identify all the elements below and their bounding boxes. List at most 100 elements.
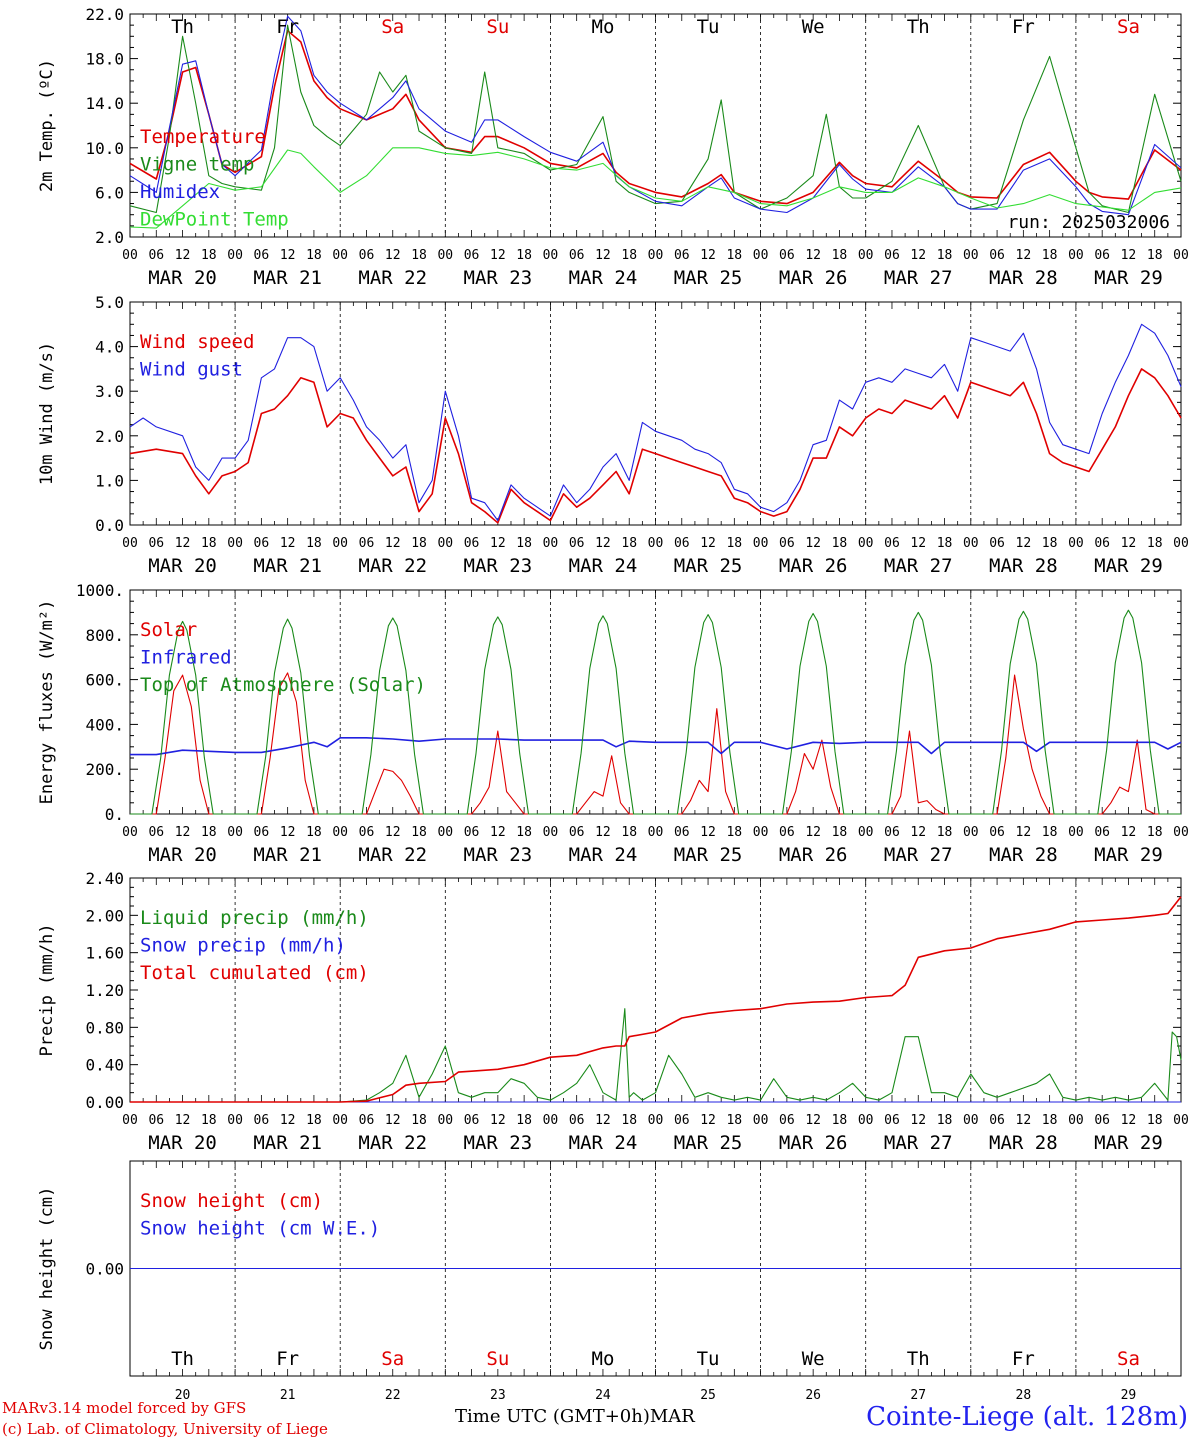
legend-entry: Total cumulated (cm) (140, 962, 369, 984)
hour-label: 00 (1173, 536, 1189, 551)
hour-label: 00 (543, 1113, 559, 1128)
hour-label: 06 (779, 248, 795, 263)
hour-label: 18 (1147, 1113, 1163, 1128)
y-tick-label: 6.0 (95, 183, 124, 202)
hour-label: 12 (1121, 1113, 1137, 1128)
date-label: MAR 21 (253, 555, 322, 577)
series-humidex (129, 15, 1182, 216)
legend-entry: Vigne temp (140, 154, 254, 176)
hour-label: 00 (227, 536, 243, 551)
hour-label: 12 (280, 825, 296, 840)
y-tick-label: 1.20 (85, 981, 124, 1000)
hour-label: 18 (1147, 248, 1163, 263)
legend-entry: Top of Atmosphere (Solar) (140, 674, 426, 696)
hour-label: 18 (411, 248, 427, 263)
hour-label: 12 (280, 536, 296, 551)
hour-label: 06 (254, 825, 270, 840)
hour-label: 00 (543, 248, 559, 263)
weekday-label-bottom: Su (486, 1348, 509, 1370)
hour-label: 18 (306, 248, 322, 263)
hour-label: 00 (437, 825, 453, 840)
date-label: MAR 20 (148, 555, 217, 577)
y-tick-label: 2.00 (85, 906, 124, 925)
hour-label: 06 (1094, 248, 1110, 263)
hour-label: 00 (753, 536, 769, 551)
hour-label: 18 (201, 248, 217, 263)
hour-label: 00 (648, 1113, 664, 1128)
hour-label: 12 (385, 1113, 401, 1128)
y-axis-title: Precip (mm/h) (37, 923, 57, 1056)
hour-label: 00 (858, 1113, 874, 1128)
date-label: MAR 28 (989, 844, 1058, 866)
hour-label: 06 (779, 1113, 795, 1128)
day-number: 23 (490, 1388, 506, 1403)
date-label: MAR 29 (1094, 1132, 1163, 1154)
series-top-of-atmosphere-solar (130, 609, 1181, 815)
date-label: MAR 23 (464, 1132, 533, 1154)
series-dewpoint-temp (129, 147, 1182, 229)
hour-label: 00 (1068, 248, 1084, 263)
hour-label: 18 (937, 1113, 953, 1128)
hour-label: 18 (1147, 536, 1163, 551)
hour-label: 00 (122, 536, 138, 551)
hour-label: 00 (648, 536, 664, 551)
y-tick-label: 1.60 (85, 944, 124, 963)
y-tick-label: 600. (85, 671, 124, 690)
y-tick-label: 10.0 (85, 139, 124, 158)
hour-label: 06 (254, 536, 270, 551)
hour-label: 00 (963, 248, 979, 263)
month-label: MAR (649, 1406, 695, 1427)
hour-label: 12 (805, 1113, 821, 1128)
hour-label: 12 (175, 248, 191, 263)
date-label: MAR 26 (779, 1132, 848, 1154)
station-title: Cointe-Liege (alt. 128m) (866, 1402, 1188, 1432)
hour-label: 06 (989, 825, 1005, 840)
hour-label: 06 (569, 248, 585, 263)
hour-label: 00 (858, 825, 874, 840)
hour-label: 18 (201, 825, 217, 840)
hour-label: 00 (332, 248, 348, 263)
hour-label: 12 (805, 825, 821, 840)
legend-entry: Infrared (140, 647, 232, 669)
y-axis-title: Snow height (cm) (37, 1187, 57, 1351)
hour-label: 12 (1016, 825, 1032, 840)
hour-label: 12 (1121, 825, 1137, 840)
hour-label: 06 (569, 825, 585, 840)
hour-label: 18 (516, 536, 532, 551)
hour-label: 12 (1016, 248, 1032, 263)
hour-label: 18 (621, 1113, 637, 1128)
legend-entry: Wind gust (140, 359, 243, 381)
hour-label: 00 (1068, 536, 1084, 551)
hour-label: 12 (595, 536, 611, 551)
hour-label: 18 (516, 825, 532, 840)
hour-label: 18 (1147, 825, 1163, 840)
y-tick-label: 0. (105, 805, 124, 824)
day-number: 24 (595, 1388, 611, 1403)
hour-label: 18 (621, 248, 637, 263)
hour-label: 00 (332, 1113, 348, 1128)
hour-label: 06 (1094, 1113, 1110, 1128)
legend-entry: Snow height (cm) (140, 1190, 323, 1212)
hour-label: 06 (989, 1113, 1005, 1128)
hour-label: 18 (937, 536, 953, 551)
hour-label: 12 (595, 825, 611, 840)
hour-label: 00 (963, 1113, 979, 1128)
day-number: 27 (910, 1388, 926, 1403)
hour-label: 06 (989, 536, 1005, 551)
panel-precip: 0.00 0.40 0.80 1.20 1.60 2.00 2.40 Precip (mm/h… (37, 869, 1189, 1154)
plot-frame (129, 589, 1182, 815)
hour-label: 12 (385, 825, 401, 840)
y-tick-label: 0.00 (85, 1093, 124, 1112)
date-label: MAR 26 (779, 267, 848, 289)
hour-label: 00 (227, 825, 243, 840)
weekday-label-top: Mo (592, 16, 615, 38)
hour-label: 06 (779, 536, 795, 551)
day-number: 22 (385, 1388, 401, 1403)
date-label: MAR 28 (989, 555, 1058, 577)
day-number: 26 (805, 1388, 821, 1403)
hour-label: 00 (1068, 1113, 1084, 1128)
hour-label: 06 (674, 825, 690, 840)
date-label: MAR 20 (148, 844, 217, 866)
date-label: MAR 27 (884, 844, 953, 866)
model-credit: MARv3.14 model forced by GFS (2, 1399, 247, 1417)
